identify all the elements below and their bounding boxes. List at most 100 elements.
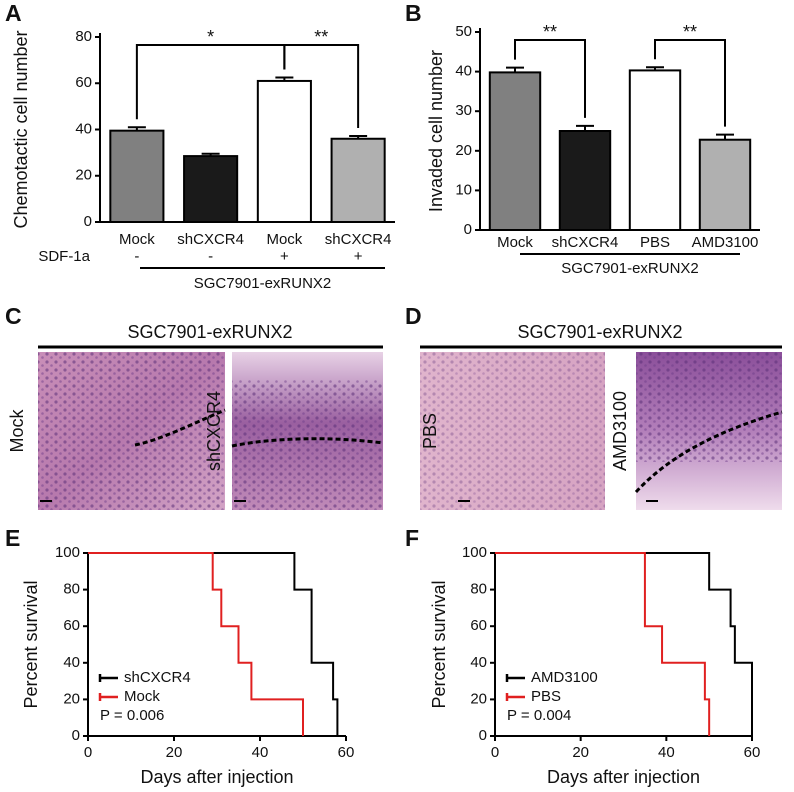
significance: ** — [543, 22, 557, 42]
y-axis-label: Invaded cell number — [426, 50, 446, 212]
y-tick-label: 30 — [455, 102, 472, 119]
y-axis-label: Percent survival — [21, 580, 41, 708]
panel-letter: F — [405, 525, 419, 551]
legend-swatch — [98, 674, 118, 682]
group-label: SGC7901-exRUNX2 — [127, 322, 292, 342]
bar — [109, 129, 165, 223]
x-tick-label: 40 — [252, 744, 269, 761]
row-label: - — [134, 248, 139, 265]
panel-letter: E — [5, 525, 20, 551]
bar — [183, 155, 239, 223]
row-label: + — [280, 248, 289, 265]
y-tick-label: 20 — [455, 142, 472, 159]
y-tick-label: 0 — [84, 213, 92, 230]
row-label: + — [354, 248, 363, 265]
y-axis-label: Chemotactic cell number — [11, 30, 31, 228]
survival-curve — [88, 552, 339, 736]
survival-curve — [495, 552, 753, 736]
survival-curve — [495, 552, 711, 736]
bar — [628, 69, 682, 231]
y-tick-label: 40 — [63, 654, 80, 671]
row-label: - — [208, 248, 213, 265]
y-tick-label: 20 — [470, 690, 487, 707]
y-tick-label: 80 — [63, 581, 80, 598]
legend-swatch — [98, 693, 118, 701]
x-axis-label: Days after injection — [547, 767, 700, 787]
histology — [38, 352, 783, 510]
group-label: SGC7901-exRUNX2 — [517, 322, 682, 342]
y-tick-label: 0 — [464, 221, 472, 238]
y-tick-label: 60 — [470, 617, 487, 634]
bracket — [514, 39, 586, 118]
bar — [330, 137, 386, 223]
y-axis-label: Percent survival — [429, 580, 449, 708]
error-bar — [576, 124, 594, 131]
x-tick-label: PBS — [640, 234, 670, 251]
error-bar — [275, 76, 294, 81]
x-tick-label: Mock — [266, 231, 302, 248]
bar — [558, 130, 612, 231]
group-label: SGC7901-exRUNX2 — [194, 275, 332, 292]
error-bar — [349, 134, 368, 139]
image-label: shCXCR4 — [204, 391, 224, 471]
x-tick-label: 20 — [572, 744, 589, 761]
bracket — [283, 44, 360, 128]
x-axis-label: Days after injection — [140, 767, 293, 787]
y-tick-label: 80 — [75, 28, 92, 45]
x-tick-label: 40 — [658, 744, 675, 761]
error-bar — [201, 152, 220, 157]
y-tick-label: 60 — [63, 617, 80, 634]
legend-label: Mock — [124, 688, 160, 705]
x-tick-label: 0 — [84, 744, 92, 761]
annotation: P = 0.006 — [100, 707, 164, 724]
y-tick-label: 40 — [470, 654, 487, 671]
bar — [698, 138, 752, 232]
x-tick-label: Mock — [497, 234, 533, 251]
image-label: Mock — [7, 409, 27, 453]
x-tick-label: 60 — [338, 744, 355, 761]
error-bar — [506, 66, 524, 73]
bar — [488, 71, 542, 231]
panel-letter: B — [405, 0, 422, 26]
y-tick-label: 60 — [75, 74, 92, 91]
x-tick-label: shCXCR4 — [177, 231, 244, 248]
y-tick-label: 100 — [462, 544, 487, 561]
y-tick-label: 0 — [72, 727, 80, 744]
x-tick-label: AMD3100 — [692, 234, 759, 251]
bracket — [654, 39, 726, 127]
y-tick-label: 10 — [455, 181, 472, 198]
y-tick-label: 0 — [479, 727, 487, 744]
x-tick-label: shCXCR4 — [325, 231, 392, 248]
x-tick-label: shCXCR4 — [552, 234, 619, 251]
x-tick-label: 0 — [491, 744, 499, 761]
legend-swatch — [505, 674, 525, 682]
x-tick-label: 60 — [744, 744, 761, 761]
panel-letter: D — [405, 303, 422, 329]
y-tick-label: 20 — [75, 167, 92, 184]
y-tick-label: 100 — [55, 544, 80, 561]
y-tick-label: 40 — [455, 63, 472, 80]
panel-letter: A — [5, 0, 22, 26]
legend-swatch — [505, 693, 525, 701]
error-bar — [646, 66, 664, 71]
image-label: PBS — [420, 413, 440, 449]
error-bar — [127, 126, 146, 131]
significance: ** — [683, 22, 697, 42]
survival-curve — [88, 552, 304, 736]
y-tick-label: 80 — [470, 581, 487, 598]
x-tick-label: 20 — [166, 744, 183, 761]
bar — [256, 79, 312, 223]
annotation: P = 0.004 — [507, 707, 571, 724]
y-tick-label: 50 — [455, 23, 472, 40]
legend-label: shCXCR4 — [124, 669, 191, 686]
legend-label: AMD3100 — [531, 669, 598, 686]
legend-label: PBS — [531, 688, 561, 705]
panel-letter: C — [5, 303, 22, 329]
x-tick-label: Mock — [119, 231, 155, 248]
y-tick-label: 20 — [63, 690, 80, 707]
row-title: SDF-1a — [38, 248, 90, 265]
group-label: SGC7901-exRUNX2 — [561, 260, 699, 277]
image-label: AMD3100 — [610, 391, 630, 471]
y-tick-label: 40 — [75, 120, 92, 137]
